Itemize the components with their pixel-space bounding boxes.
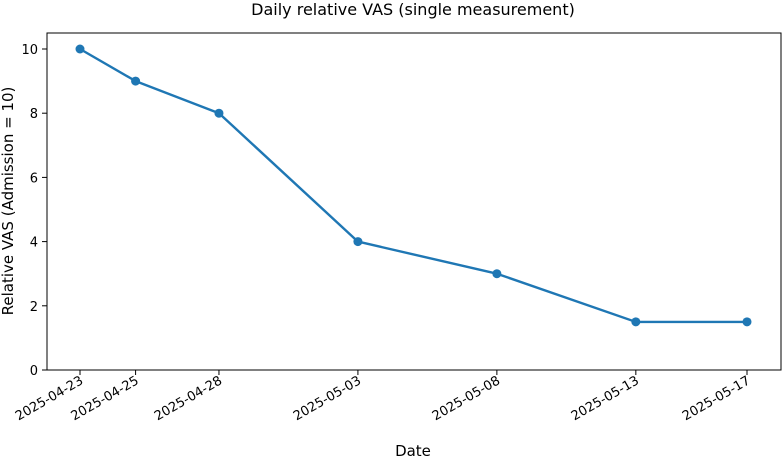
y-tick-label: 2: [30, 300, 38, 315]
x-tick-label: 2025-05-13: [569, 373, 642, 424]
chart-title: Daily relative VAS (single measurement): [251, 0, 575, 19]
y-tick-label: 6: [30, 171, 38, 186]
data-point: [75, 44, 85, 54]
series-line: [79, 47, 747, 324]
y-axis-label: Relative VAS (Admission = 10): [0, 87, 17, 316]
x-tick-label: 2025-05-08: [430, 373, 503, 424]
plot-area: [46, 32, 782, 371]
y-tick-label: 0: [30, 364, 38, 379]
data-point: [492, 269, 502, 279]
data-point: [742, 317, 752, 327]
data-point: [214, 108, 224, 118]
x-tick-label: 2025-04-28: [152, 373, 225, 424]
y-axis-ticks: 0 2 4 6 8 10: [21, 43, 47, 379]
y-tick-label: 4: [30, 236, 38, 251]
data-point: [631, 317, 641, 327]
y-tick-label: 10: [21, 43, 38, 58]
x-axis-label: Date: [395, 442, 431, 458]
x-tick-label: 2025-05-17: [680, 373, 753, 424]
y-tick-label: 8: [30, 107, 38, 122]
data-point: [353, 237, 363, 247]
series-layer: [75, 44, 752, 327]
data-point: [131, 76, 141, 86]
x-tick-label: 2025-05-03: [291, 373, 364, 424]
